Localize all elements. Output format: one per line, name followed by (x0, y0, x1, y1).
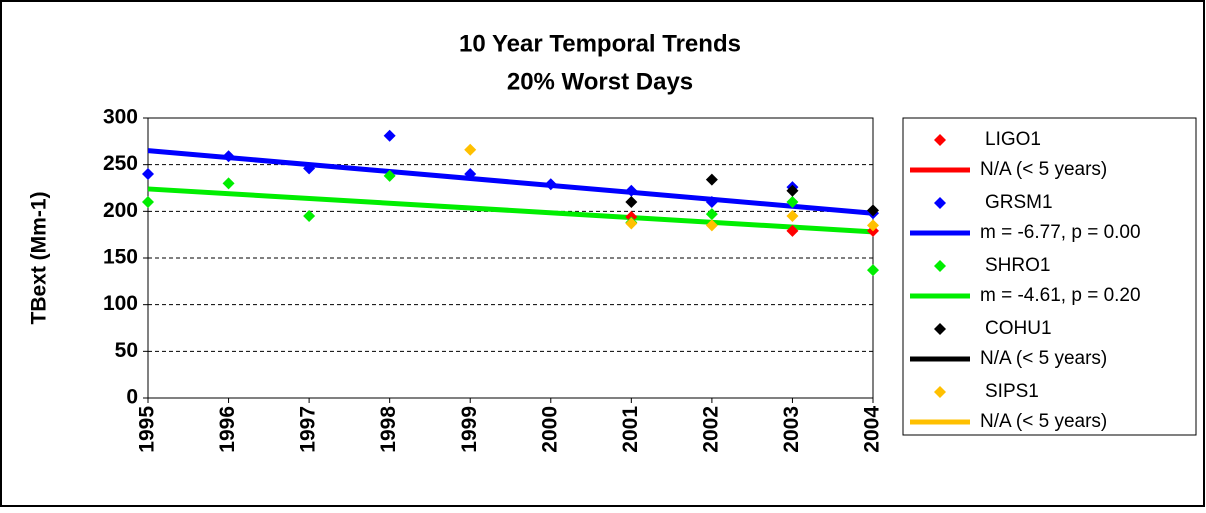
data-point (786, 224, 799, 237)
y-tick-label: 50 (115, 339, 138, 362)
legend-label: COHU1 (985, 318, 1052, 339)
legend-label: SIPS1 (985, 381, 1039, 402)
chart-subtitle: 20% Worst Days (507, 68, 693, 95)
data-point (625, 184, 638, 197)
chart-title: 10 Year Temporal Trends (459, 30, 741, 57)
data-point (786, 184, 799, 197)
y-tick-label: 250 (103, 152, 138, 175)
data-point (222, 177, 235, 190)
data-point (625, 217, 638, 230)
legend-marker (934, 197, 946, 209)
data-point (544, 178, 557, 191)
legend-marker (934, 134, 946, 146)
data-point (303, 210, 316, 222)
data-point (222, 150, 235, 163)
y-tick-label: 100 (103, 292, 138, 315)
data-point (383, 169, 396, 182)
data-point (464, 143, 477, 156)
x-tick-label: 2000 (538, 406, 561, 453)
y-tick-label: 200 (103, 199, 138, 222)
data-point (867, 204, 879, 217)
legend-marker (934, 386, 946, 398)
data-point (705, 173, 718, 186)
x-tick-label: 1998 (377, 406, 400, 453)
x-tick-label: 1999 (458, 406, 481, 453)
data-point (625, 196, 638, 208)
legend-marker (934, 323, 946, 335)
x-tick-label: 1996 (216, 406, 239, 453)
data-point (705, 219, 718, 232)
legend-trend-label: m = -4.61, p = 0.20 (980, 285, 1141, 306)
y-tick-label: 300 (103, 106, 138, 129)
x-tick-label: 2001 (619, 406, 642, 453)
legend-trend-label: m = -6.77, p = 0.00 (980, 222, 1141, 243)
x-tick-label: 1995 (136, 406, 159, 453)
data-point (867, 264, 879, 277)
x-tick-label: 2002 (699, 406, 722, 453)
legend-label: GRSM1 (985, 192, 1053, 213)
trend-line (147, 186, 874, 235)
data-point (786, 210, 799, 222)
legend-label: SHRO1 (985, 255, 1050, 276)
data-point (142, 196, 154, 208)
data-point (142, 168, 154, 180)
x-tick-label: 2004 (861, 406, 884, 453)
legend-trend-label: N/A (< 5 years) (980, 348, 1107, 369)
data-point (786, 196, 799, 208)
data-point (867, 219, 879, 232)
trend-line (147, 148, 874, 216)
x-tick-label: 2003 (780, 406, 803, 453)
x-tick-label: 1997 (297, 406, 320, 453)
y-tick-label: 0 (126, 386, 138, 409)
y-axis-title: TBext (Mm-1) (28, 191, 51, 324)
data-point (705, 196, 718, 208)
legend-trend-label: N/A (< 5 years) (980, 411, 1107, 432)
data-point (705, 208, 718, 221)
legend-label: LIGO1 (985, 129, 1041, 150)
legend-marker (934, 260, 946, 272)
data-point (464, 168, 477, 180)
data-point (383, 129, 396, 142)
legend-trend-label: N/A (< 5 years) (980, 159, 1107, 180)
y-tick-label: 150 (103, 246, 138, 269)
data-point (303, 162, 316, 175)
